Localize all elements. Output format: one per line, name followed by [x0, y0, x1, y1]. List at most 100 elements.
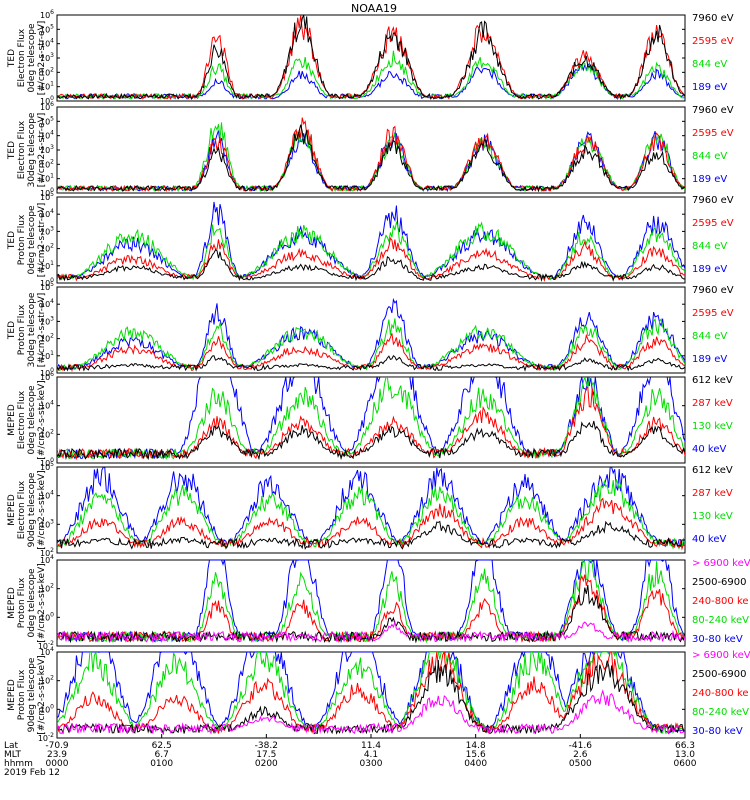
y-label-line: [#/cm2-s-str-keV] — [37, 655, 47, 734]
y-label-line: 30deg telescope — [27, 112, 37, 187]
x-tick-label-mlt: 6.7 — [155, 750, 169, 760]
y-label-line: [#/cm2-s-str-eV] — [37, 113, 47, 188]
legend-entry: 2595 eV — [692, 36, 734, 47]
y-label-line: Electron Flux — [17, 390, 27, 449]
series-group — [57, 377, 685, 461]
legend-entry: 30-80 keV — [692, 634, 743, 645]
y-label-line: Electron Flux — [17, 480, 27, 539]
series-group — [57, 117, 685, 193]
legend-entry: 80-240 keV — [692, 615, 749, 626]
y-tick-label: 106 — [40, 101, 54, 112]
y-tick-label: 102 — [40, 66, 54, 77]
y-label-line: MEPED — [7, 679, 17, 711]
y-label-line: TED — [7, 49, 17, 68]
legend-entry: 40 keV — [692, 534, 726, 545]
y-label-line: 90deg telescope — [27, 472, 37, 547]
y-tick-label: 103 — [40, 144, 54, 155]
x-tick-label-hhmm: 0200 — [255, 759, 278, 769]
series-line — [57, 249, 685, 282]
legend-entry: 40 keV — [692, 444, 726, 455]
panel-frame — [56, 286, 686, 374]
x-row-label: hhmm — [4, 759, 33, 769]
y-tick-label: 102 — [40, 428, 54, 439]
x-tick-label-lat: 14.8 — [466, 741, 486, 751]
x-row-label: Lat — [4, 741, 19, 751]
y-label-line: MEPED — [7, 587, 17, 619]
y-label-line: [#/cm2-s-str-eV] — [37, 293, 47, 368]
legend-entry: 189 eV — [692, 82, 727, 93]
series-line — [57, 420, 685, 461]
legend-entry: > 6900 keV — [692, 558, 750, 569]
legend-entry: 287 keV — [692, 488, 733, 499]
x-tick-label-mlt: 13.0 — [675, 750, 695, 760]
legend-entry: 189 eV — [692, 354, 727, 365]
series-line — [57, 497, 685, 551]
legend-entry: 2595 eV — [692, 218, 734, 229]
y-axis-label: MEPED Proton Flux 0deg telescope [#/cm2-s-s… — [7, 563, 47, 642]
x-tick-label-hhmm: 0100 — [150, 759, 173, 769]
y-label-line: Electron Flux — [17, 120, 27, 179]
panel-frame — [56, 559, 686, 647]
legend-entry: 2500-6900 — [692, 669, 747, 680]
series-group — [57, 652, 685, 736]
x-tick-label-hhmm: 0600 — [674, 759, 697, 769]
y-tick-label: 104 — [40, 208, 54, 219]
x-axis: LatMLThhmm-70.923.9000062.56.70100-38.21… — [4, 734, 697, 778]
y-label-line: 0deg telescope — [27, 568, 37, 638]
y-label-line: 30deg telescope — [27, 292, 37, 367]
x-date-label: 2019 Feb 12 — [4, 768, 60, 778]
legend-entry: 240-800 ke — [692, 688, 749, 699]
y-label-line: 0deg telescope — [27, 385, 37, 455]
x-tick-label-lat: -38.2 — [255, 741, 278, 751]
y-tick-label: 105 — [40, 23, 54, 34]
x-tick-label-hhmm: 0000 — [46, 759, 69, 769]
y-label-line: Proton Flux — [17, 304, 27, 355]
panel-frame — [56, 196, 686, 284]
y-tick-label: 101 — [40, 173, 54, 184]
x-tick-label-lat: 66.3 — [675, 741, 695, 751]
y-label-line: Proton Flux — [17, 669, 27, 720]
series-line — [57, 220, 685, 281]
series-line — [57, 652, 685, 735]
legend-entry: 844 eV — [692, 331, 727, 342]
y-tick-label: 102 — [40, 583, 54, 594]
y-tick-label: 102 — [40, 547, 54, 558]
y-tick-label: 100 — [40, 95, 54, 106]
x-tick-label-lat: -41.6 — [569, 741, 593, 751]
y-label-line: 0deg telescope — [27, 205, 37, 275]
legend-entry: 2500-6900 — [692, 577, 747, 588]
y-tick-label: 100 — [40, 277, 54, 288]
y-tick-label: 100 — [40, 367, 54, 378]
legend-entry: 2595 eV — [692, 308, 734, 319]
legend-entry: 612 keV — [692, 375, 733, 386]
series-line — [57, 355, 685, 372]
legend-entry: 189 eV — [692, 174, 727, 185]
series-group — [57, 201, 685, 282]
y-tick-label: 101 — [40, 81, 54, 92]
y-tick-label: 103 — [40, 52, 54, 63]
series-group — [57, 297, 685, 373]
y-label-line: MEPED — [7, 494, 17, 526]
series-line — [57, 124, 685, 193]
legend-entry: 7960 eV — [692, 195, 734, 206]
series-line — [57, 15, 685, 100]
y-tick-label: 103 — [40, 225, 54, 236]
legend-entry: 844 eV — [692, 241, 727, 252]
y-axis-label: MEPED Electron Flux 0deg telescope [#/cm2-s… — [7, 380, 47, 459]
series-line — [57, 117, 685, 193]
y-tick-label: 104 — [40, 490, 54, 501]
y-tick-label: 10-2 — [38, 640, 54, 651]
y-label-line: Proton Flux — [17, 577, 27, 628]
series-group — [57, 560, 685, 644]
series-line — [57, 237, 685, 282]
series-line — [57, 318, 685, 372]
legend-entry: 287 keV — [692, 398, 733, 409]
y-tick-label: 101 — [40, 350, 54, 361]
y-tick-label: 106 — [40, 9, 54, 20]
y-axis-label: TED Electron Flux 0deg telescope [#/cm2-s-s… — [7, 21, 47, 96]
series-line — [57, 574, 685, 644]
